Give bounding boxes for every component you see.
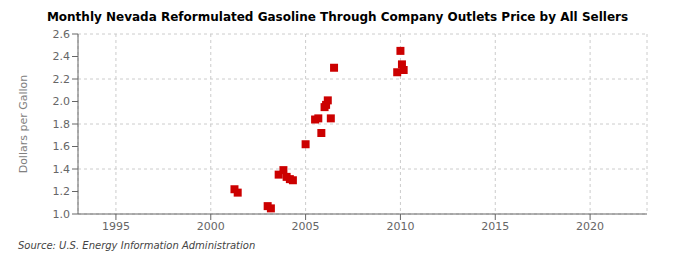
- svg-text:1.2: 1.2: [53, 185, 71, 198]
- html-text:Monthly Nevada Reformulated Ga: Monthly Nevada Reformulated Gasoline Thr…: [46, 10, 629, 24]
- svg-text:2.4: 2.4: [53, 50, 71, 63]
- svg-text:2010: 2010: [386, 220, 414, 233]
- svg-text:1.6: 1.6: [53, 140, 71, 153]
- svg-text:Dollars per Gallon: Dollars per Gallon: [17, 75, 30, 174]
- svg-text:2015: 2015: [481, 220, 509, 233]
- svg-text:2005: 2005: [292, 220, 320, 233]
- svg-text:1.4: 1.4: [53, 163, 71, 176]
- svg-text:2000: 2000: [197, 220, 225, 233]
- svg-text:1995: 1995: [102, 220, 130, 233]
- html-text:Source: U.S. Energy Informatio: Source: U.S. Energy Information Administ…: [18, 240, 256, 251]
- svg-text:2020: 2020: [576, 220, 604, 233]
- svg-text:1.0: 1.0: [53, 208, 71, 221]
- svg-text:1.8: 1.8: [53, 118, 71, 131]
- svg-text:2.6: 2.6: [53, 28, 71, 41]
- svg-text:2.0: 2.0: [53, 95, 71, 108]
- svg-text:2.2: 2.2: [53, 73, 71, 86]
